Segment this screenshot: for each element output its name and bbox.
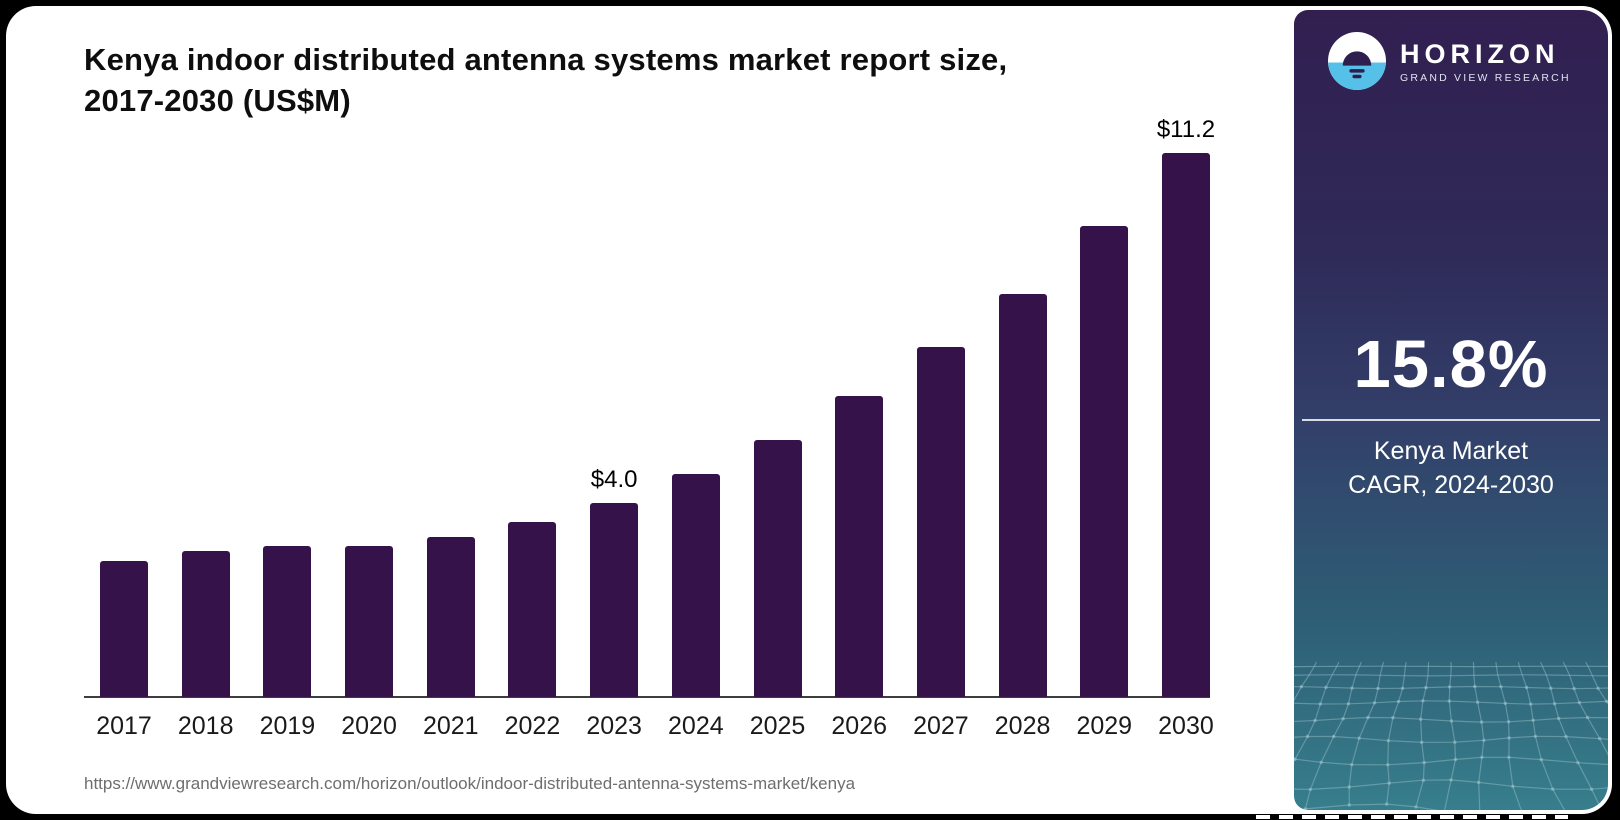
brand-text: HORIZON GRAND VIEW RESEARCH bbox=[1400, 39, 1571, 84]
chart-title-line2: 2017-2030 (US$M) bbox=[84, 83, 351, 118]
bar-2026 bbox=[835, 395, 884, 697]
brand-subtitle: GRAND VIEW RESEARCH bbox=[1400, 71, 1571, 84]
bar-2028 bbox=[998, 293, 1047, 697]
x-tick-2018: 2018 bbox=[177, 712, 234, 740]
brand-lockup: HORIZON GRAND VIEW RESEARCH bbox=[1328, 32, 1571, 90]
brand-sidebar: HORIZON GRAND VIEW RESEARCH 15.8% Kenya … bbox=[1294, 10, 1608, 810]
x-tick-2026: 2026 bbox=[831, 712, 888, 740]
value-label-2030: $11.2 bbox=[1156, 116, 1216, 144]
chart-title-line1: Kenya indoor distributed antenna systems… bbox=[84, 42, 1008, 77]
x-tick-2024: 2024 bbox=[668, 712, 724, 740]
bar-2027 bbox=[916, 347, 965, 697]
bar-2017 bbox=[100, 561, 148, 697]
perspective-mesh-decoration bbox=[1294, 661, 1608, 810]
x-tick-2017: 2017 bbox=[96, 712, 152, 740]
bar-2021 bbox=[426, 536, 475, 697]
bottom-dashes-decoration bbox=[1256, 815, 1568, 819]
bar-2025 bbox=[753, 439, 802, 697]
x-tick-2025: 2025 bbox=[749, 712, 806, 740]
bar-2024 bbox=[671, 473, 720, 697]
cagr-label-line2: CAGR, 2024-2030 bbox=[1348, 471, 1554, 499]
report-card: Kenya indoor distributed antenna systems… bbox=[6, 6, 1612, 814]
cagr-stat: 15.8% Kenya Market CAGR, 2024-2030 bbox=[1294, 326, 1608, 502]
source-url: https://www.grandviewresearch.com/horizo… bbox=[84, 774, 856, 793]
cagr-label: Kenya Market CAGR, 2024-2030 bbox=[1294, 434, 1608, 502]
bar-2019 bbox=[263, 546, 312, 697]
horizon-sun-over-water-icon bbox=[1328, 32, 1386, 90]
cagr-label-line1: Kenya Market bbox=[1373, 437, 1529, 465]
x-tick-2028: 2028 bbox=[994, 712, 1051, 740]
x-tick-2029: 2029 bbox=[1076, 712, 1133, 740]
x-tick-2027: 2027 bbox=[913, 712, 969, 740]
x-tick-2022: 2022 bbox=[504, 712, 561, 740]
cagr-value: 15.8% bbox=[1353, 327, 1549, 402]
x-tick-2030: 2030 bbox=[1158, 712, 1214, 740]
x-tick-2020: 2020 bbox=[341, 712, 397, 740]
bar-2020 bbox=[345, 546, 394, 697]
bar-2030 bbox=[1161, 153, 1210, 697]
x-tick-2019: 2019 bbox=[259, 712, 316, 740]
x-tick-2023: 2023 bbox=[586, 712, 642, 740]
x-tick-2021: 2021 bbox=[422, 712, 479, 740]
bar-2023 bbox=[590, 502, 639, 697]
stat-divider bbox=[1302, 419, 1600, 421]
brand-name: HORIZON bbox=[1400, 38, 1560, 69]
bar-chart: 2017 2018 2019 2020 2021 2022 2023 2024 2025 2026… bbox=[84, 6, 1215, 740]
bar-2018 bbox=[181, 551, 230, 697]
x-axis-line bbox=[84, 696, 1210, 698]
bar-2022 bbox=[508, 522, 557, 697]
chart-title: Kenya indoor distributed antenna systems… bbox=[84, 39, 1007, 121]
value-label-2023: $4.0 bbox=[590, 465, 638, 493]
bar-2029 bbox=[1080, 225, 1129, 697]
